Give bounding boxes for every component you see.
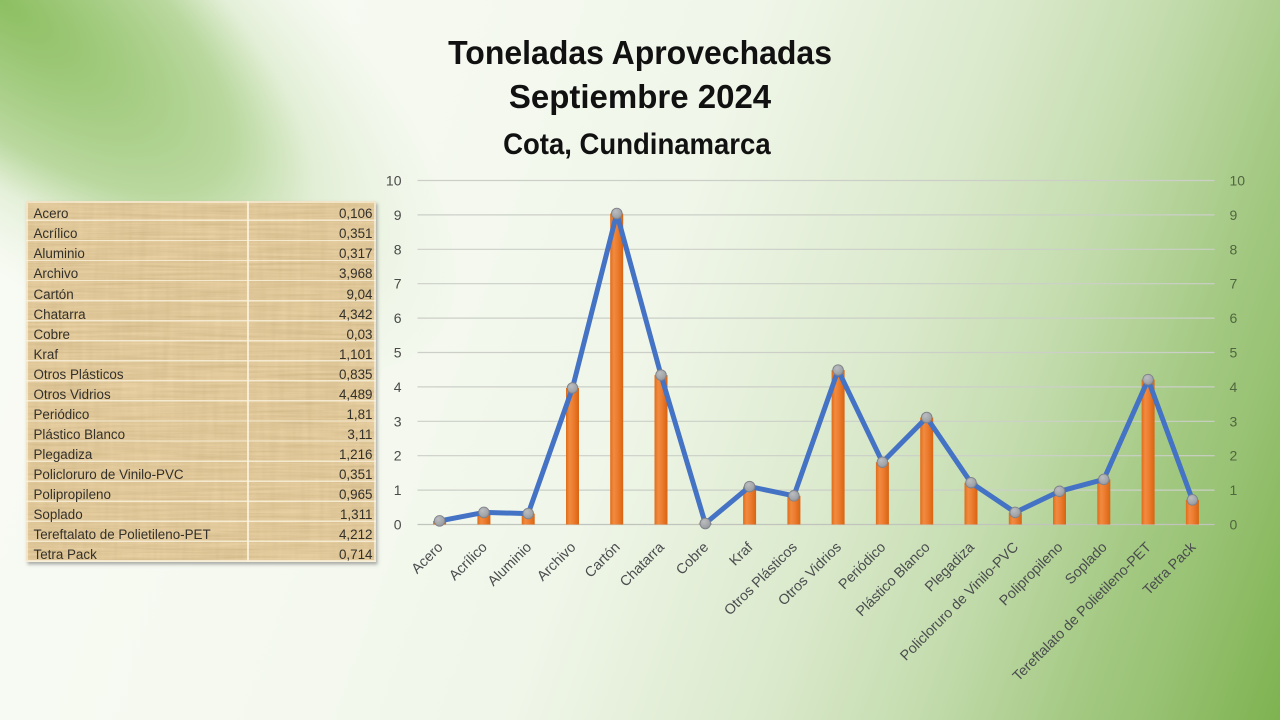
svg-text:Acero: Acero <box>409 539 447 577</box>
svg-text:0: 0 <box>394 517 402 533</box>
svg-text:Aluminio: Aluminio <box>485 539 535 589</box>
svg-text:1: 1 <box>394 482 402 498</box>
svg-text:10: 10 <box>1230 173 1246 189</box>
svg-text:4: 4 <box>394 379 402 395</box>
svg-text:Cobre: Cobre <box>673 539 712 578</box>
svg-text:10: 10 <box>386 173 402 189</box>
svg-text:Acrílico: Acrílico <box>446 539 490 583</box>
svg-text:6: 6 <box>394 310 402 326</box>
svg-text:Chatarra: Chatarra <box>617 539 668 590</box>
svg-text:9: 9 <box>394 207 402 223</box>
svg-text:8: 8 <box>394 241 402 257</box>
svg-text:5: 5 <box>1230 345 1238 361</box>
svg-text:2: 2 <box>1230 448 1238 464</box>
svg-text:3: 3 <box>394 413 402 429</box>
svg-text:7: 7 <box>394 276 402 292</box>
svg-text:Kraf: Kraf <box>727 540 757 570</box>
svg-text:7: 7 <box>1230 276 1238 292</box>
svg-text:Cartón: Cartón <box>582 539 624 581</box>
svg-text:4: 4 <box>1230 379 1238 395</box>
svg-text:0: 0 <box>1230 517 1238 533</box>
svg-text:5: 5 <box>394 345 402 361</box>
svg-text:2: 2 <box>394 448 402 464</box>
svg-text:1: 1 <box>1230 482 1238 498</box>
svg-text:8: 8 <box>1230 241 1238 257</box>
svg-text:3: 3 <box>1230 413 1238 429</box>
svg-text:9: 9 <box>1230 207 1238 223</box>
svg-text:Archivo: Archivo <box>534 539 579 584</box>
svg-text:6: 6 <box>1230 310 1238 326</box>
